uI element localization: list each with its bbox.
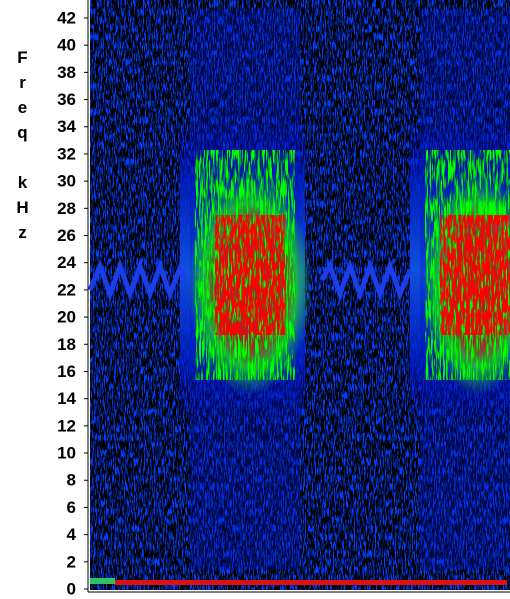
y-tick-label: 30 (57, 172, 76, 191)
y-tick-label: 8 (67, 471, 76, 490)
y-tick-label: 22 (57, 280, 76, 299)
y-tick-label: 42 (57, 8, 76, 27)
y-tick-label: 36 (57, 90, 76, 109)
y-tick-label: 14 (57, 389, 76, 408)
y-tick-label: 4 (67, 525, 77, 544)
y-tick-label: 26 (57, 226, 76, 245)
y-tick-label: 18 (57, 335, 76, 354)
y-tick-label: 2 (67, 552, 76, 571)
y-tick-label: 20 (57, 308, 76, 327)
y-tick-label: 32 (57, 144, 76, 163)
y-axis-label: Freq kHz (13, 48, 32, 248)
y-tick-label: 40 (57, 36, 76, 55)
y-tick-label: 0 (67, 579, 76, 598)
y-tick-label: 12 (57, 416, 76, 435)
y-tick-label: 16 (57, 362, 76, 381)
y-tick-label: 34 (57, 117, 76, 136)
spectrogram (87, 0, 510, 590)
y-tick-label: 10 (57, 444, 76, 463)
y-tick-label: 38 (57, 63, 76, 82)
y-tick-label: 28 (57, 199, 76, 218)
y-tick-label: 6 (67, 498, 76, 517)
y-tick-label: 24 (57, 253, 76, 272)
